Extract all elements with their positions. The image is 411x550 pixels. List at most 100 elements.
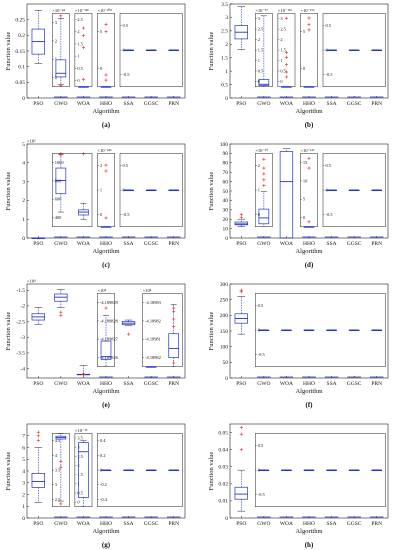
y-tick-label-7: 7	[22, 434, 25, 440]
inset-frame	[52, 153, 93, 227]
box-GWO-inset	[258, 79, 270, 86]
y-tick-label-1: 0.5	[221, 82, 228, 88]
inset-y-tick-label-6: 3	[280, 16, 283, 21]
inset-y-tick-label-0: 0	[77, 78, 80, 83]
y-axis-multiplier: ×10⁵	[27, 139, 36, 144]
inset-y-tick-label-0: -0.5	[122, 212, 130, 217]
x-tick-label-HHO: HHO	[303, 521, 315, 527]
outlier-point-HHO-inset-1	[104, 169, 108, 173]
y-tick-label-2: 0.1	[18, 64, 25, 70]
y-tick-label-0: 0	[225, 376, 228, 382]
inset-y-tick-label-0: 0	[258, 79, 261, 84]
inset-1: 0 0.5 1 1.5 2 2.5 ×10⁻²⁸¹	[74, 8, 93, 88]
inset-y-tick-label-0: -4.189826	[100, 355, 119, 360]
outlier-point-GWO-inset-1	[59, 14, 63, 18]
outlier-point-WOA-inset-0	[284, 16, 289, 20]
inset-y-tick-label-2: 1	[77, 54, 79, 59]
inset-y-tick-label-0: 0	[303, 66, 306, 71]
y-tick-label-6: 3	[225, 15, 228, 21]
inset-frame	[74, 13, 93, 87]
outlier-point-HHO-inset-0	[104, 163, 108, 167]
x-tick-label-PSO: PSO	[236, 381, 246, 387]
inset-y-tick-label-1: 5	[303, 29, 306, 34]
panel-5: 0 50 100 150 200 250 300 PSO GWO WOA HHO SSA GGSC PRN…	[208, 282, 389, 409]
outlier-point-PRN-inset-0	[172, 306, 176, 310]
x-tick-label-HHO: HHO	[100, 381, 112, 387]
box-HHO-inset	[100, 340, 112, 360]
inset-3: -0.500.5	[119, 13, 183, 87]
panel-label: (e)	[102, 401, 110, 409]
y-tick-label-4: -2	[20, 304, 25, 310]
y-tick-label-3: 0.15	[15, 49, 25, 55]
x-tick-label-WOA: WOA	[280, 521, 293, 527]
outlier-point-PSO-2	[36, 430, 40, 434]
inset-y-tick-label-6: 3	[77, 445, 80, 450]
x-tick-label-GGSC: GGSC	[144, 521, 159, 527]
inset-0: 4006008001000	[52, 152, 93, 227]
inset-y-tick-label-2: 2	[55, 38, 57, 43]
box-WOA	[279, 151, 294, 239]
inset-y-tick-label-3: -4.189829	[100, 300, 119, 305]
inset-y-tick-label-1: 0.5	[280, 69, 286, 74]
inset-y-tick-label-0: -4.18982	[145, 355, 161, 360]
inset-y-tick-label-5: 2.5	[77, 17, 83, 22]
x-tick-label-HHO: HHO	[303, 381, 315, 387]
outlier-point-PRN-inset-4	[172, 361, 176, 365]
outlier-point-WOA-inset-0	[81, 152, 86, 156]
inset-2: -0.500.5	[322, 153, 386, 227]
y-tick-label-2: 100	[220, 344, 229, 350]
y-tick-label-4: 40	[223, 198, 229, 204]
inset-0: 0 1 2 ×10⁻¹⁰	[255, 148, 273, 227]
inset-y-tick-label-0: 0	[258, 212, 261, 217]
x-axis-title: Algorithm	[92, 108, 119, 115]
y-tick-label-5: 0.05	[218, 430, 228, 436]
outlier-point-HHO-inset-0	[104, 22, 108, 26]
y-tick-label-0: 0	[225, 516, 228, 522]
y-tick-label-4: 4	[22, 161, 25, 167]
inset-y-tick-label-1: 1	[55, 57, 57, 62]
x-tick-label-GWO: GWO	[257, 241, 270, 247]
box-PSO	[31, 473, 45, 488]
inset-y-tick-label-0: 0	[55, 75, 58, 80]
outlier-point-GWO-inset-0	[59, 83, 63, 88]
outlier-point-PRN-inset-3	[172, 324, 176, 328]
inset-2: 0 5 ×10⁻²⁰⁸	[97, 8, 115, 88]
inset-y-tick-label-0: -0.5	[258, 352, 266, 357]
panel-7: 0 0.01 0.02 0.03 0.04 0.05 PSO GWO WOA HHO SSA GGSC…	[208, 423, 389, 549]
panel-label: (a)	[102, 121, 111, 129]
inset-y-tick-label-3: 3	[55, 20, 58, 25]
inset-multiplier: ×10⁴	[143, 288, 152, 293]
x-tick-label-WOA: WOA	[280, 241, 293, 247]
y-tick-label-1: -3.5	[16, 351, 25, 357]
x-tick-label-GGSC: GGSC	[347, 521, 362, 527]
x-tick-label-PRN: PRN	[168, 101, 179, 107]
y-tick-label-0: 0	[22, 516, 25, 522]
y-tick-label-3: 0.03	[218, 465, 228, 471]
outlier-point-GWO-inset-4	[262, 184, 266, 188]
inset-y-tick-label-2: 1	[280, 58, 282, 63]
y-tick-label-9: 90	[223, 151, 229, 157]
inset-multiplier: ×10⁻¹⁵	[75, 428, 88, 433]
inset-y-tick-label-1: -4.189827	[100, 337, 119, 342]
inset-y-tick-label-1: 5	[100, 29, 103, 34]
inset-0: 0 0.5 1 1.5 2 2.5 3 ×10⁻²⁷	[255, 8, 273, 87]
inset-multiplier: ×10⁻¹⁴⁷	[300, 148, 315, 153]
x-tick-label-PSO: PSO	[33, 521, 43, 527]
x-tick-label-HHO: HHO	[100, 101, 112, 107]
inset-y-tick-label-2: 10	[303, 178, 308, 183]
y-tick-label-3: 3	[22, 481, 25, 487]
y-tick-label-2: -3	[20, 335, 25, 341]
inset-0: -4.189826 -4.189827 -4.189828 -4.189829 ×10⁴	[97, 288, 119, 367]
x-tick-label-GGSC: GGSC	[347, 381, 362, 387]
outlier-point-HHO-inset-2	[307, 28, 311, 32]
y-axis-title: Function value	[5, 171, 12, 210]
x-axis-title: Algorithm	[92, 248, 119, 255]
inset-multiplier: ×10⁻²⁴⁶	[97, 148, 112, 153]
y-tick-label-2: 2	[22, 198, 25, 204]
panel-label: (d)	[305, 261, 314, 269]
outlier-point-WOA-inset-4	[284, 70, 289, 74]
y-tick-label-3: 1.5	[221, 56, 228, 62]
y-axis-title: Function value	[208, 171, 215, 210]
inset-2: -0.4-0.200.20.4	[97, 433, 183, 507]
